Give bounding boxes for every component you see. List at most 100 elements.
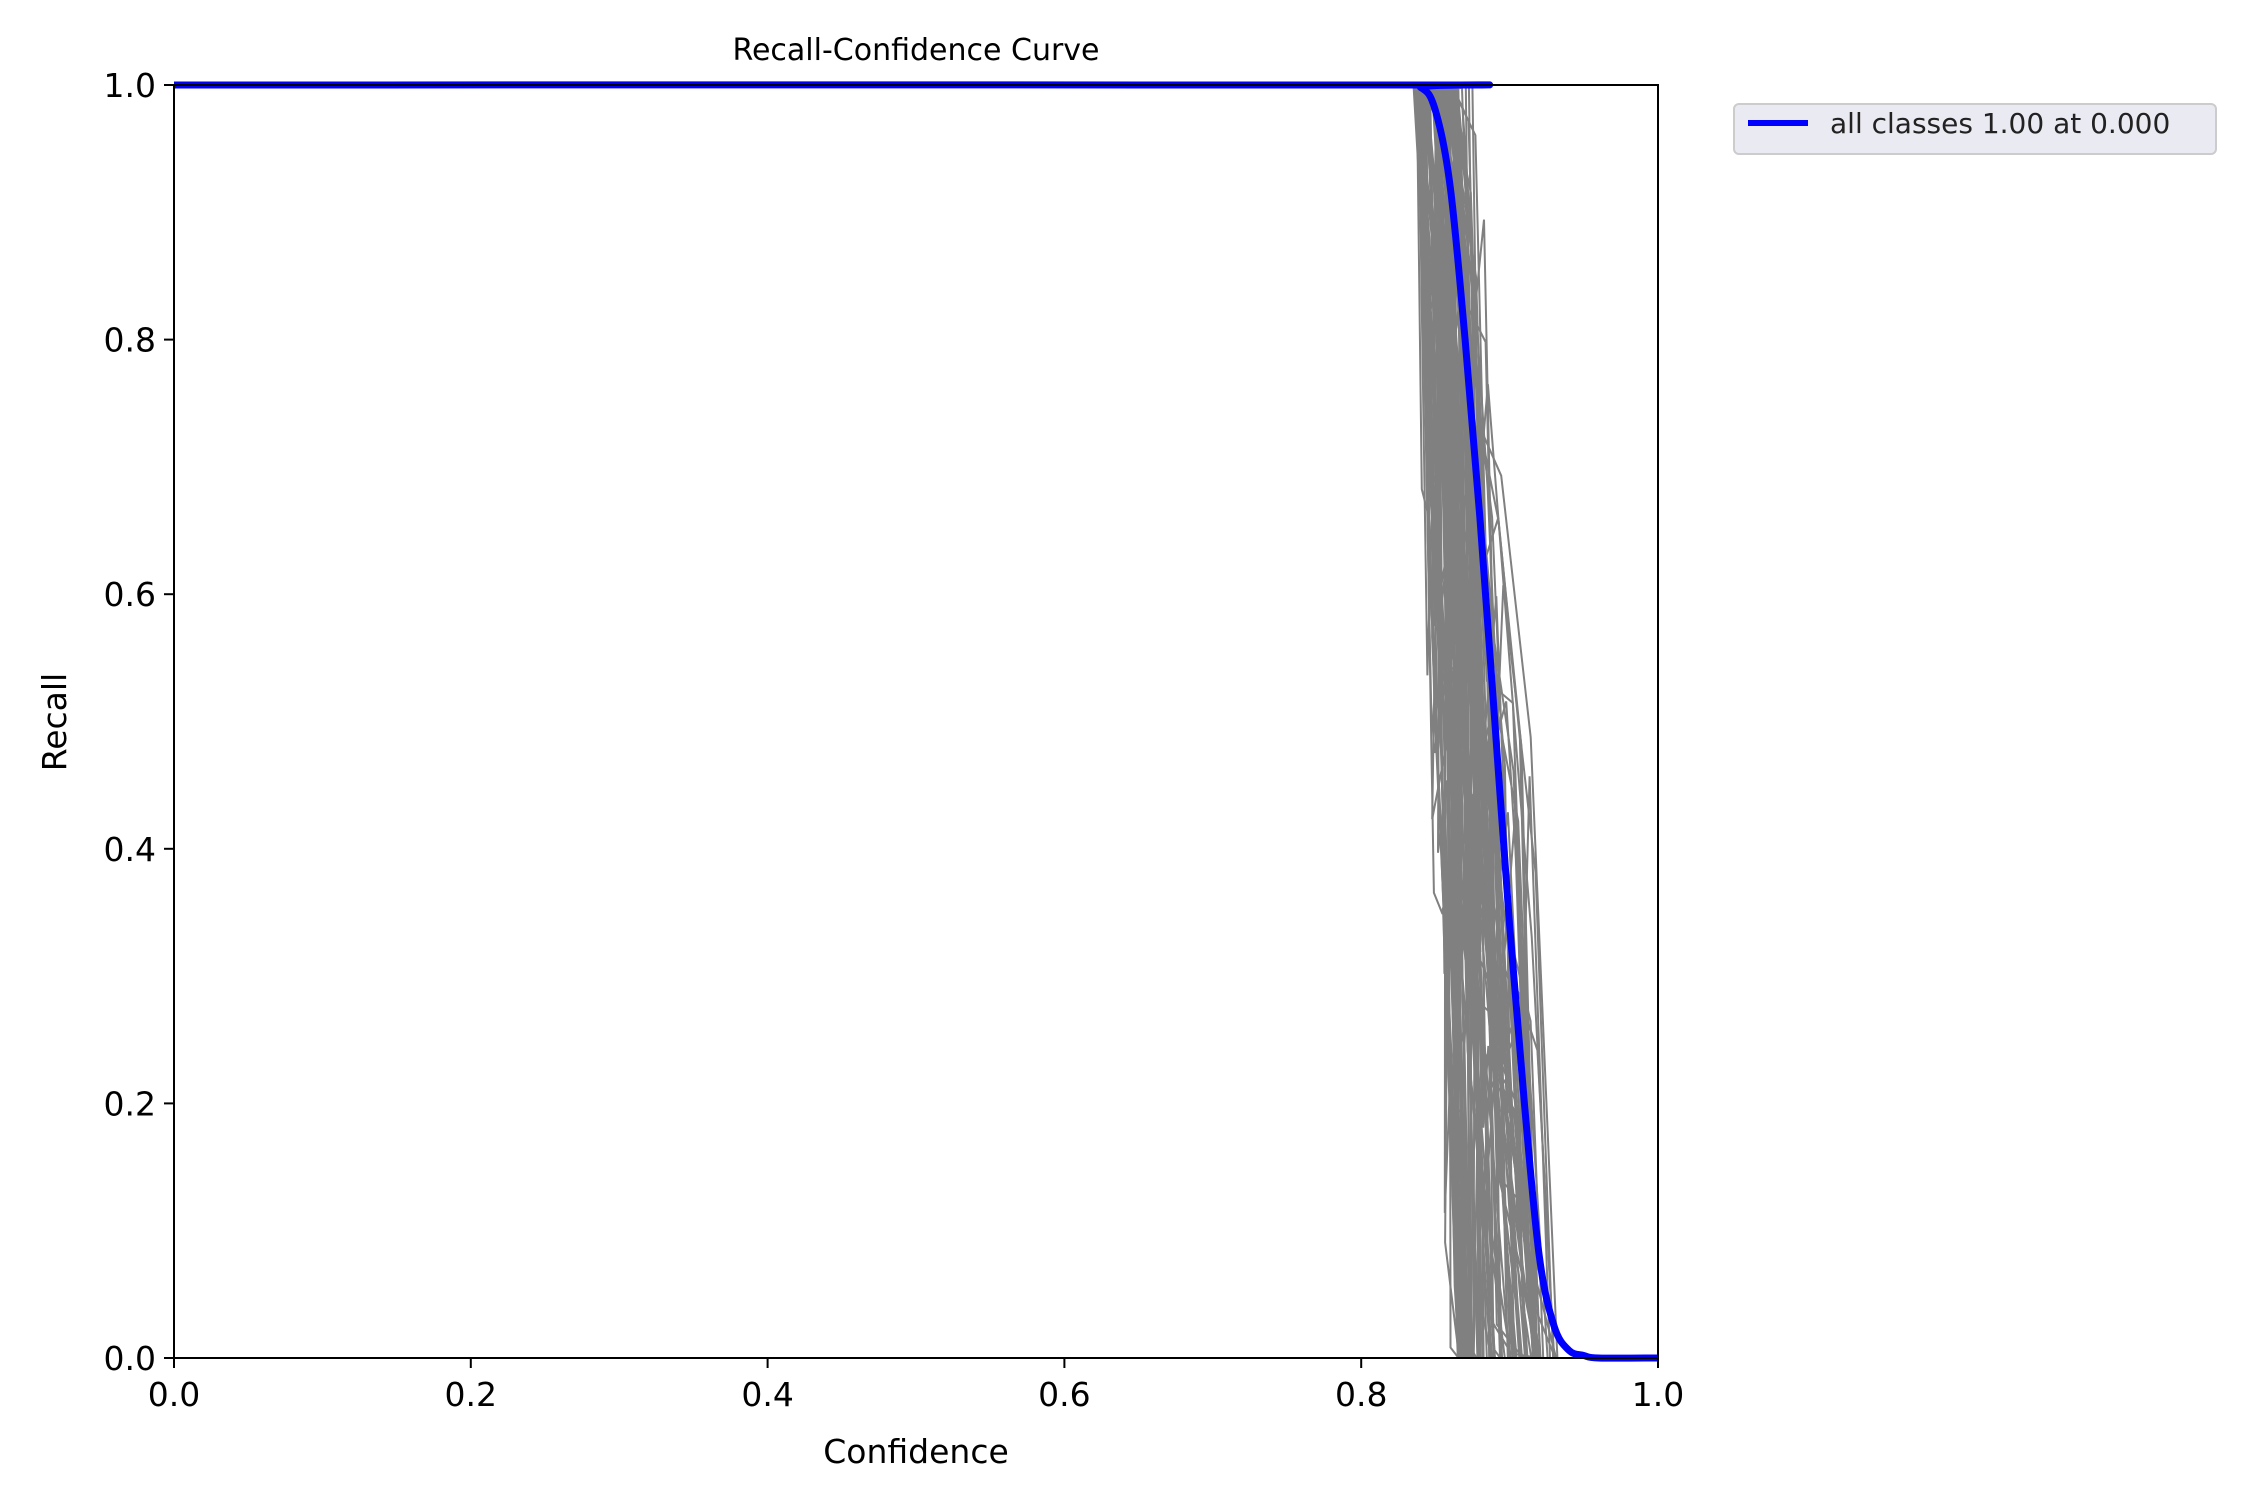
class-curve bbox=[174, 84, 1516, 1359]
class-curve bbox=[174, 84, 1535, 1359]
x-tick-label: 0.0 bbox=[148, 1375, 200, 1414]
class-curve bbox=[174, 84, 1495, 1359]
class-curve bbox=[174, 84, 1466, 1359]
class-curve bbox=[174, 84, 1533, 1359]
class-curve bbox=[174, 84, 1527, 1359]
class-curve bbox=[174, 84, 1461, 1359]
class-curve bbox=[174, 84, 1473, 1359]
class-curve bbox=[174, 84, 1537, 1359]
plot-frame bbox=[173, 84, 1659, 1359]
class-curve bbox=[174, 84, 1503, 1359]
class-curve bbox=[174, 84, 1539, 1359]
class-curve bbox=[174, 84, 1535, 1359]
class-curve bbox=[174, 84, 1472, 1359]
class-curve bbox=[174, 84, 1524, 1359]
class-curve bbox=[174, 84, 1514, 1359]
class-curve bbox=[174, 84, 1527, 1359]
class-curve bbox=[174, 84, 1538, 1359]
class-curve bbox=[174, 84, 1481, 1359]
class-curve bbox=[174, 84, 1496, 1359]
chart-title: Recall-Confidence Curve bbox=[732, 33, 1099, 68]
class-curve bbox=[174, 84, 1487, 1359]
y-tick-label: 1.0 bbox=[104, 66, 156, 105]
class-curve bbox=[174, 84, 1464, 1359]
class-curve bbox=[174, 84, 1460, 1359]
class-curve bbox=[174, 84, 1506, 1359]
class-curve bbox=[174, 84, 1460, 1359]
class-curves bbox=[174, 84, 1559, 1359]
class-curve bbox=[174, 84, 1509, 1359]
class-curve bbox=[174, 84, 1484, 1359]
class-curve bbox=[174, 84, 1503, 1359]
class-curve bbox=[174, 84, 1537, 1359]
y-axis-label: Recall bbox=[35, 673, 74, 771]
class-curve bbox=[174, 84, 1474, 1359]
class-curve bbox=[174, 84, 1544, 1359]
y-tick-label: 0.2 bbox=[104, 1084, 156, 1123]
class-curve bbox=[174, 84, 1474, 1359]
class-curve bbox=[174, 84, 1474, 1359]
class-curve bbox=[174, 84, 1522, 1359]
x-tick-label: 0.2 bbox=[445, 1375, 497, 1414]
class-curve bbox=[174, 84, 1485, 1359]
y-axis-ticks: 0.0 0.2 0.4 0.6 0.8 1.0 bbox=[104, 66, 174, 1378]
class-curve bbox=[174, 84, 1540, 1359]
class-curve bbox=[174, 84, 1536, 1359]
class-curve bbox=[174, 84, 1493, 1359]
class-curve bbox=[174, 84, 1536, 1359]
class-curve bbox=[174, 84, 1512, 1359]
class-curve bbox=[174, 84, 1538, 1359]
class-curve bbox=[174, 84, 1551, 1359]
class-curve bbox=[174, 84, 1518, 1359]
class-curve bbox=[174, 84, 1510, 1359]
x-tick-label: 0.6 bbox=[1038, 1375, 1090, 1414]
class-curve bbox=[174, 84, 1517, 1359]
class-curve bbox=[174, 84, 1460, 1359]
class-curve bbox=[174, 84, 1466, 1359]
class-curve bbox=[174, 84, 1485, 1359]
class-curve bbox=[174, 84, 1536, 1359]
class-curve bbox=[174, 84, 1503, 1359]
class-curve bbox=[174, 84, 1537, 1359]
class-curve bbox=[174, 84, 1537, 1359]
x-tick-label: 0.4 bbox=[741, 1375, 793, 1414]
class-curve bbox=[174, 84, 1529, 1359]
class-curve bbox=[174, 84, 1541, 1359]
class-curve bbox=[174, 84, 1495, 1359]
class-curve bbox=[174, 84, 1556, 1359]
class-curve bbox=[174, 84, 1523, 1359]
class-curve bbox=[174, 84, 1514, 1359]
class-curve bbox=[174, 84, 1502, 1359]
x-axis-ticks: 0.0 0.2 0.4 0.6 0.8 1.0 bbox=[148, 1358, 1684, 1414]
class-curve bbox=[174, 84, 1473, 1359]
class-curve bbox=[174, 84, 1555, 1359]
class-curve bbox=[174, 84, 1469, 1359]
class-curve bbox=[174, 84, 1471, 1359]
class-curve bbox=[174, 84, 1559, 1359]
class-curve bbox=[174, 84, 1527, 1359]
class-curve bbox=[174, 84, 1471, 1359]
y-tick-label: 0.8 bbox=[104, 321, 156, 360]
class-curve bbox=[174, 84, 1470, 1359]
class-curve bbox=[174, 84, 1481, 1359]
class-curve bbox=[174, 84, 1464, 1359]
class-curve bbox=[174, 84, 1462, 1359]
class-curve bbox=[174, 84, 1542, 1359]
class-curve bbox=[174, 84, 1549, 1359]
class-curve bbox=[174, 84, 1534, 1359]
class-curve bbox=[174, 84, 1527, 1359]
class-curve bbox=[174, 84, 1515, 1359]
class-curve bbox=[174, 84, 1542, 1359]
class-curve bbox=[174, 84, 1502, 1359]
y-tick-label: 0.4 bbox=[104, 830, 156, 869]
class-curve bbox=[174, 84, 1459, 1359]
x-axis-label: Confidence bbox=[823, 1432, 1009, 1471]
class-curve bbox=[174, 84, 1542, 1359]
class-curve bbox=[174, 84, 1500, 1359]
class-curve bbox=[174, 84, 1482, 1359]
class-curve bbox=[174, 84, 1539, 1359]
legend-label-all-classes: all classes 1.00 at 0.000 bbox=[1830, 107, 2170, 140]
class-curve bbox=[174, 84, 1545, 1359]
legend-box bbox=[1733, 103, 2217, 155]
